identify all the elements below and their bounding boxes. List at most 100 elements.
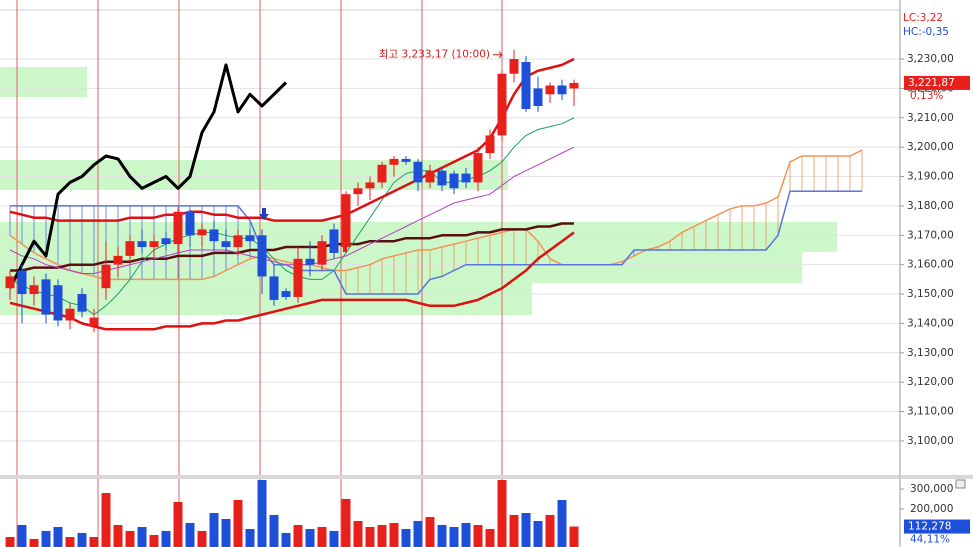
y-tick-label: 3,110,00 (907, 406, 954, 418)
volume-bar (293, 525, 303, 547)
volume-bar (305, 529, 315, 547)
volume-bar (353, 521, 363, 547)
volume-bar (557, 500, 567, 547)
y-tick-label: 3,180,00 (907, 200, 954, 212)
volume-bar (365, 527, 375, 547)
volume-bar (437, 525, 447, 547)
volume-bar (77, 533, 87, 547)
volume-bar (161, 531, 171, 547)
current-price-box (904, 75, 970, 90)
y-tick-label: 3,230,00 (907, 53, 954, 65)
y-tick-label: 3,160,00 (907, 259, 954, 271)
volume-bar (5, 537, 15, 547)
axis-panel (900, 0, 973, 547)
volume-bar (245, 529, 255, 547)
y-tick-label: 3,100,00 (907, 435, 954, 447)
volume-bar (29, 539, 39, 547)
volume-tick-label: 300,000 (910, 483, 953, 495)
signal-arrow-down (259, 208, 269, 220)
volume-bar (209, 513, 219, 547)
volume-bar (257, 480, 267, 547)
volume-bar (329, 531, 339, 547)
volume-bar (185, 523, 195, 547)
candle-body (125, 241, 135, 256)
candle-body (533, 88, 543, 107)
overlay-line (8, 63, 288, 289)
candle-body (521, 61, 531, 109)
pane-button[interactable] (955, 479, 966, 489)
volume-bar (377, 525, 387, 547)
pane-separator (0, 475, 900, 479)
volume-bar (65, 537, 75, 547)
volume-bar (53, 527, 63, 547)
candle-body (485, 135, 495, 154)
volume-bar (533, 521, 543, 547)
candle-body (29, 285, 39, 295)
candle-body (77, 294, 87, 312)
hc-label: HC:-0,35 (903, 26, 949, 38)
volume-bar (137, 527, 147, 547)
y-tick-label: 3,130,00 (907, 347, 954, 359)
candle-body (149, 241, 159, 248)
volume-bar (197, 531, 207, 547)
volume-bar (269, 515, 279, 547)
candle-body (401, 158, 411, 162)
candle-body (221, 241, 231, 248)
volume-bar (173, 502, 183, 547)
y-tick-label: 3,170,00 (907, 229, 954, 241)
candle-body (137, 241, 147, 248)
candle-body (269, 276, 279, 300)
volume-bar (545, 515, 555, 547)
candle-body (5, 276, 15, 289)
volume-bar (281, 533, 291, 547)
candle-body (173, 211, 183, 245)
candle-body (557, 85, 567, 95)
candle-body (365, 182, 375, 189)
candle-body (65, 308, 75, 321)
volume-bar (341, 499, 351, 547)
price-zone (0, 67, 87, 97)
candle-body (569, 82, 579, 89)
y-tick-label: 3,150,00 (907, 288, 954, 300)
volume-bar (497, 480, 507, 547)
volume-bar (401, 529, 411, 547)
cloud-span-a (9, 149, 863, 281)
candle-body (113, 255, 123, 265)
candle-body (437, 170, 447, 186)
volume-bar (89, 537, 99, 547)
volume-bar (389, 523, 399, 547)
volume-bar (125, 531, 135, 547)
volume-tick-label: 200,000 (910, 503, 953, 515)
candle-body (41, 279, 51, 315)
volume-bar (41, 531, 51, 547)
volume-ratio-label: 44,11% (910, 534, 950, 546)
candle-body (329, 229, 339, 253)
candle-body (545, 85, 555, 95)
volume-bar (221, 519, 231, 547)
candle-body (101, 264, 111, 289)
volume-bar (509, 515, 519, 547)
y-tick-label: 3,120,00 (907, 376, 954, 388)
axis: 3,100,00 3,110,00 3,120,00 3,130,00 3,140,00… (900, 53, 970, 546)
current-price-label: 3,221,87 (908, 77, 955, 89)
overlay-line (9, 57, 575, 222)
candle-body (425, 170, 435, 183)
candle-body (509, 59, 519, 74)
candle-body (185, 211, 195, 236)
candle-body (197, 229, 207, 236)
volume-bar (233, 500, 243, 547)
plot: 최고 3,233,17 (10:00) (5, 49, 863, 547)
cloud-span-b (10, 190, 862, 295)
overlay-line (10, 222, 574, 272)
volume-bar (473, 525, 483, 547)
annotation-arrow (493, 51, 503, 59)
candle-body (353, 188, 363, 195)
volume-value-box (904, 519, 970, 534)
y-tick-label: 3,190,00 (907, 171, 954, 183)
overlay-line (9, 231, 575, 331)
change-label: 0,13% (910, 90, 943, 102)
candle-body (53, 285, 63, 321)
volume-value-label: 112,278 (908, 521, 951, 533)
price-zone (0, 252, 802, 283)
